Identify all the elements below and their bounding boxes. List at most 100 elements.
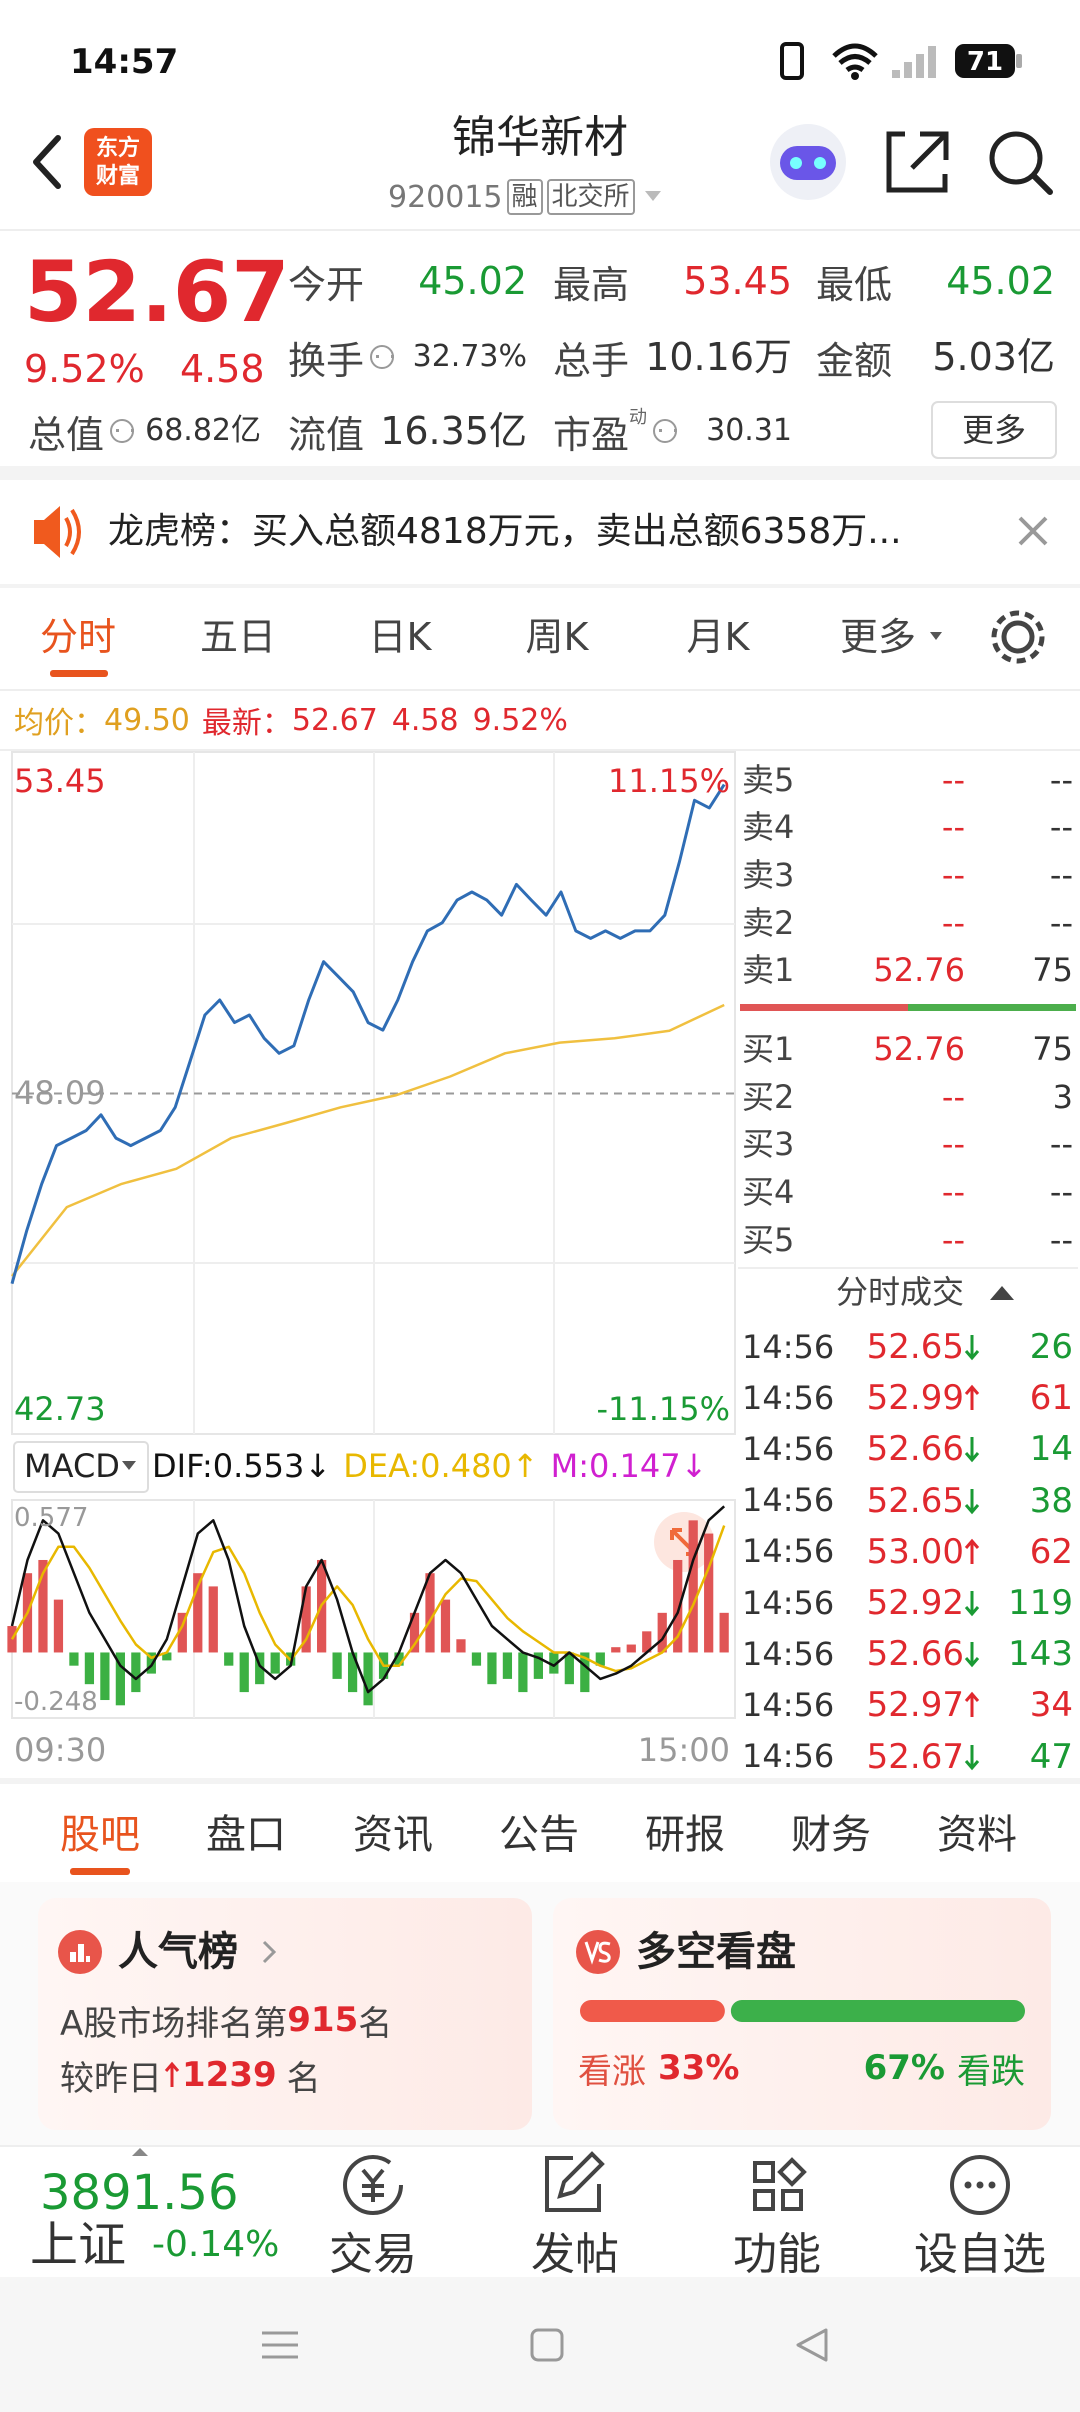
macd-values: DIF:0.553↓ DEA:0.480↑ M:0.147↓ <box>152 1442 707 1490</box>
nav-back[interactable] <box>796 2328 828 2362</box>
trade-price-value: 52.66 <box>866 1634 964 1675</box>
book-volume: -- <box>1049 1172 1073 1211</box>
chart-tab[interactable]: 周K <box>525 614 589 659</box>
trade-time: 14:56 <box>742 1378 835 1417</box>
macd-bar <box>719 1612 729 1653</box>
assistant-face <box>780 146 836 180</box>
index-name[interactable]: 上证 <box>30 2216 127 2273</box>
quote-field: 金额 <box>816 329 892 385</box>
arrow-shape <box>964 1692 980 1718</box>
toolbar-button[interactable]: 交易 <box>329 2229 417 2280</box>
chart-tab[interactable]: 月K <box>686 614 750 659</box>
chart-tab[interactable]: 分时 <box>39 614 116 659</box>
quote-field: 总手 <box>553 329 629 385</box>
book-volume: 75 <box>1032 1029 1073 1068</box>
trade-price: 52.97 <box>867 1681 980 1729</box>
more-button-label[interactable]: 更多 <box>961 410 1026 449</box>
macd-bar <box>704 1533 714 1653</box>
field-value: 32.73% <box>412 339 527 374</box>
avg-price-line <box>11 1003 725 1277</box>
index-expander <box>132 2148 148 2156</box>
section-separator <box>0 1778 1080 1784</box>
wifi-dot <box>851 72 859 80</box>
chart-tab[interactable]: 五日 <box>199 614 276 659</box>
more-button[interactable] <box>931 401 1057 459</box>
bear-bar <box>730 2000 1025 2022</box>
field-value: 10.16万 <box>645 334 792 379</box>
quote-field: 市盈动 <box>553 403 683 459</box>
section-tab[interactable]: 股吧 <box>60 1812 140 1858</box>
trade-price-value: 52.65 <box>866 1480 964 1521</box>
time-start: 09:30 <box>14 1730 107 1769</box>
sentiment-icon <box>576 1930 620 1974</box>
chart-tab[interactable]: 日K <box>368 614 432 659</box>
book-volume: -- <box>1049 1220 1073 1259</box>
up-arrow <box>164 2061 180 2087</box>
section-tab[interactable]: 资料 <box>937 1812 1017 1858</box>
book-level: 买1 <box>742 1029 795 1068</box>
trade-time: 14:56 <box>742 1429 835 1468</box>
trade-volume: 38 <box>1029 1480 1073 1521</box>
macd-bar <box>657 1612 667 1653</box>
section-underline <box>70 1868 130 1875</box>
rank-line: A股市场排名第 915 名 <box>60 1996 392 2044</box>
back-button[interactable] <box>33 135 61 189</box>
macd-max: 0.577 <box>14 1503 89 1533</box>
quote-field: 最高 <box>553 253 629 309</box>
index-value[interactable]: 3891.56 <box>40 2164 239 2221</box>
nav-menu[interactable] <box>262 2331 298 2359</box>
macd-bar <box>595 1652 605 1666</box>
macd-bar <box>193 1573 203 1653</box>
toolbar-button[interactable]: 发帖 <box>531 2229 619 2280</box>
bull-bar <box>580 2000 725 2022</box>
y-axis-max: 53.45 <box>14 761 106 800</box>
trade-time: 14:56 <box>742 1327 835 1366</box>
book-volume: -- <box>1049 760 1073 799</box>
logo-text: 东方 <box>95 135 140 161</box>
share-button[interactable] <box>886 131 949 193</box>
section-tab[interactable]: 资讯 <box>353 1812 433 1858</box>
down-arrow <box>964 1335 980 1361</box>
section-tab[interactable]: 公告 <box>499 1812 579 1858</box>
indicator-name[interactable]: MACD <box>24 1446 120 1485</box>
down-arrow <box>964 1744 980 1770</box>
notice-separator <box>0 584 1080 588</box>
status-time: 14:57 <box>70 42 179 82</box>
book-level: 买3 <box>742 1124 795 1163</box>
settings-button[interactable] <box>1001 620 1035 654</box>
section-tab[interactable]: 盘口 <box>206 1812 286 1858</box>
trade-price: 52.65 <box>867 1323 980 1371</box>
macd-bar <box>363 1652 373 1706</box>
popularity-card[interactable] <box>38 1898 532 2130</box>
toolbar-button[interactable]: 功能 <box>733 2229 821 2280</box>
wifi-icon <box>832 43 878 73</box>
index-change[interactable]: -0.14% <box>152 2224 280 2265</box>
search-handle <box>1031 173 1053 195</box>
yen-glyph <box>361 2168 385 2202</box>
toolbar-button[interactable]: 设自选 <box>914 2229 1046 2280</box>
arrow-shape <box>964 1384 980 1411</box>
macd-bar <box>487 1652 497 1685</box>
search-button[interactable] <box>989 131 1043 185</box>
section-tab[interactable]: 财务 <box>791 1812 871 1858</box>
field-value: 68.82亿 <box>145 413 261 448</box>
chart-tab[interactable]: 更多 <box>839 614 916 659</box>
close-notice[interactable] <box>1018 516 1048 546</box>
trade-volume: 119 <box>1008 1583 1073 1623</box>
down-arrow <box>964 1437 980 1463</box>
field-label: 总值 <box>28 412 105 457</box>
nav-home[interactable] <box>530 2328 564 2362</box>
field-value: 45.02 <box>418 258 527 303</box>
macd-bar <box>224 1652 234 1666</box>
bear-line: 67% 看跌 <box>864 2044 1025 2092</box>
section-tab[interactable]: 研报 <box>645 1812 725 1858</box>
indicator-select[interactable] <box>13 1441 149 1493</box>
dropdown-arrow <box>930 632 942 640</box>
function-icon <box>753 2157 807 2211</box>
quote-separator <box>0 466 1080 480</box>
bid-pressure-bar <box>908 1004 1076 1011</box>
macd-bar <box>502 1652 513 1679</box>
bull-label: 看涨 <box>578 2051 646 2092</box>
arrow-shape <box>964 1642 980 1668</box>
